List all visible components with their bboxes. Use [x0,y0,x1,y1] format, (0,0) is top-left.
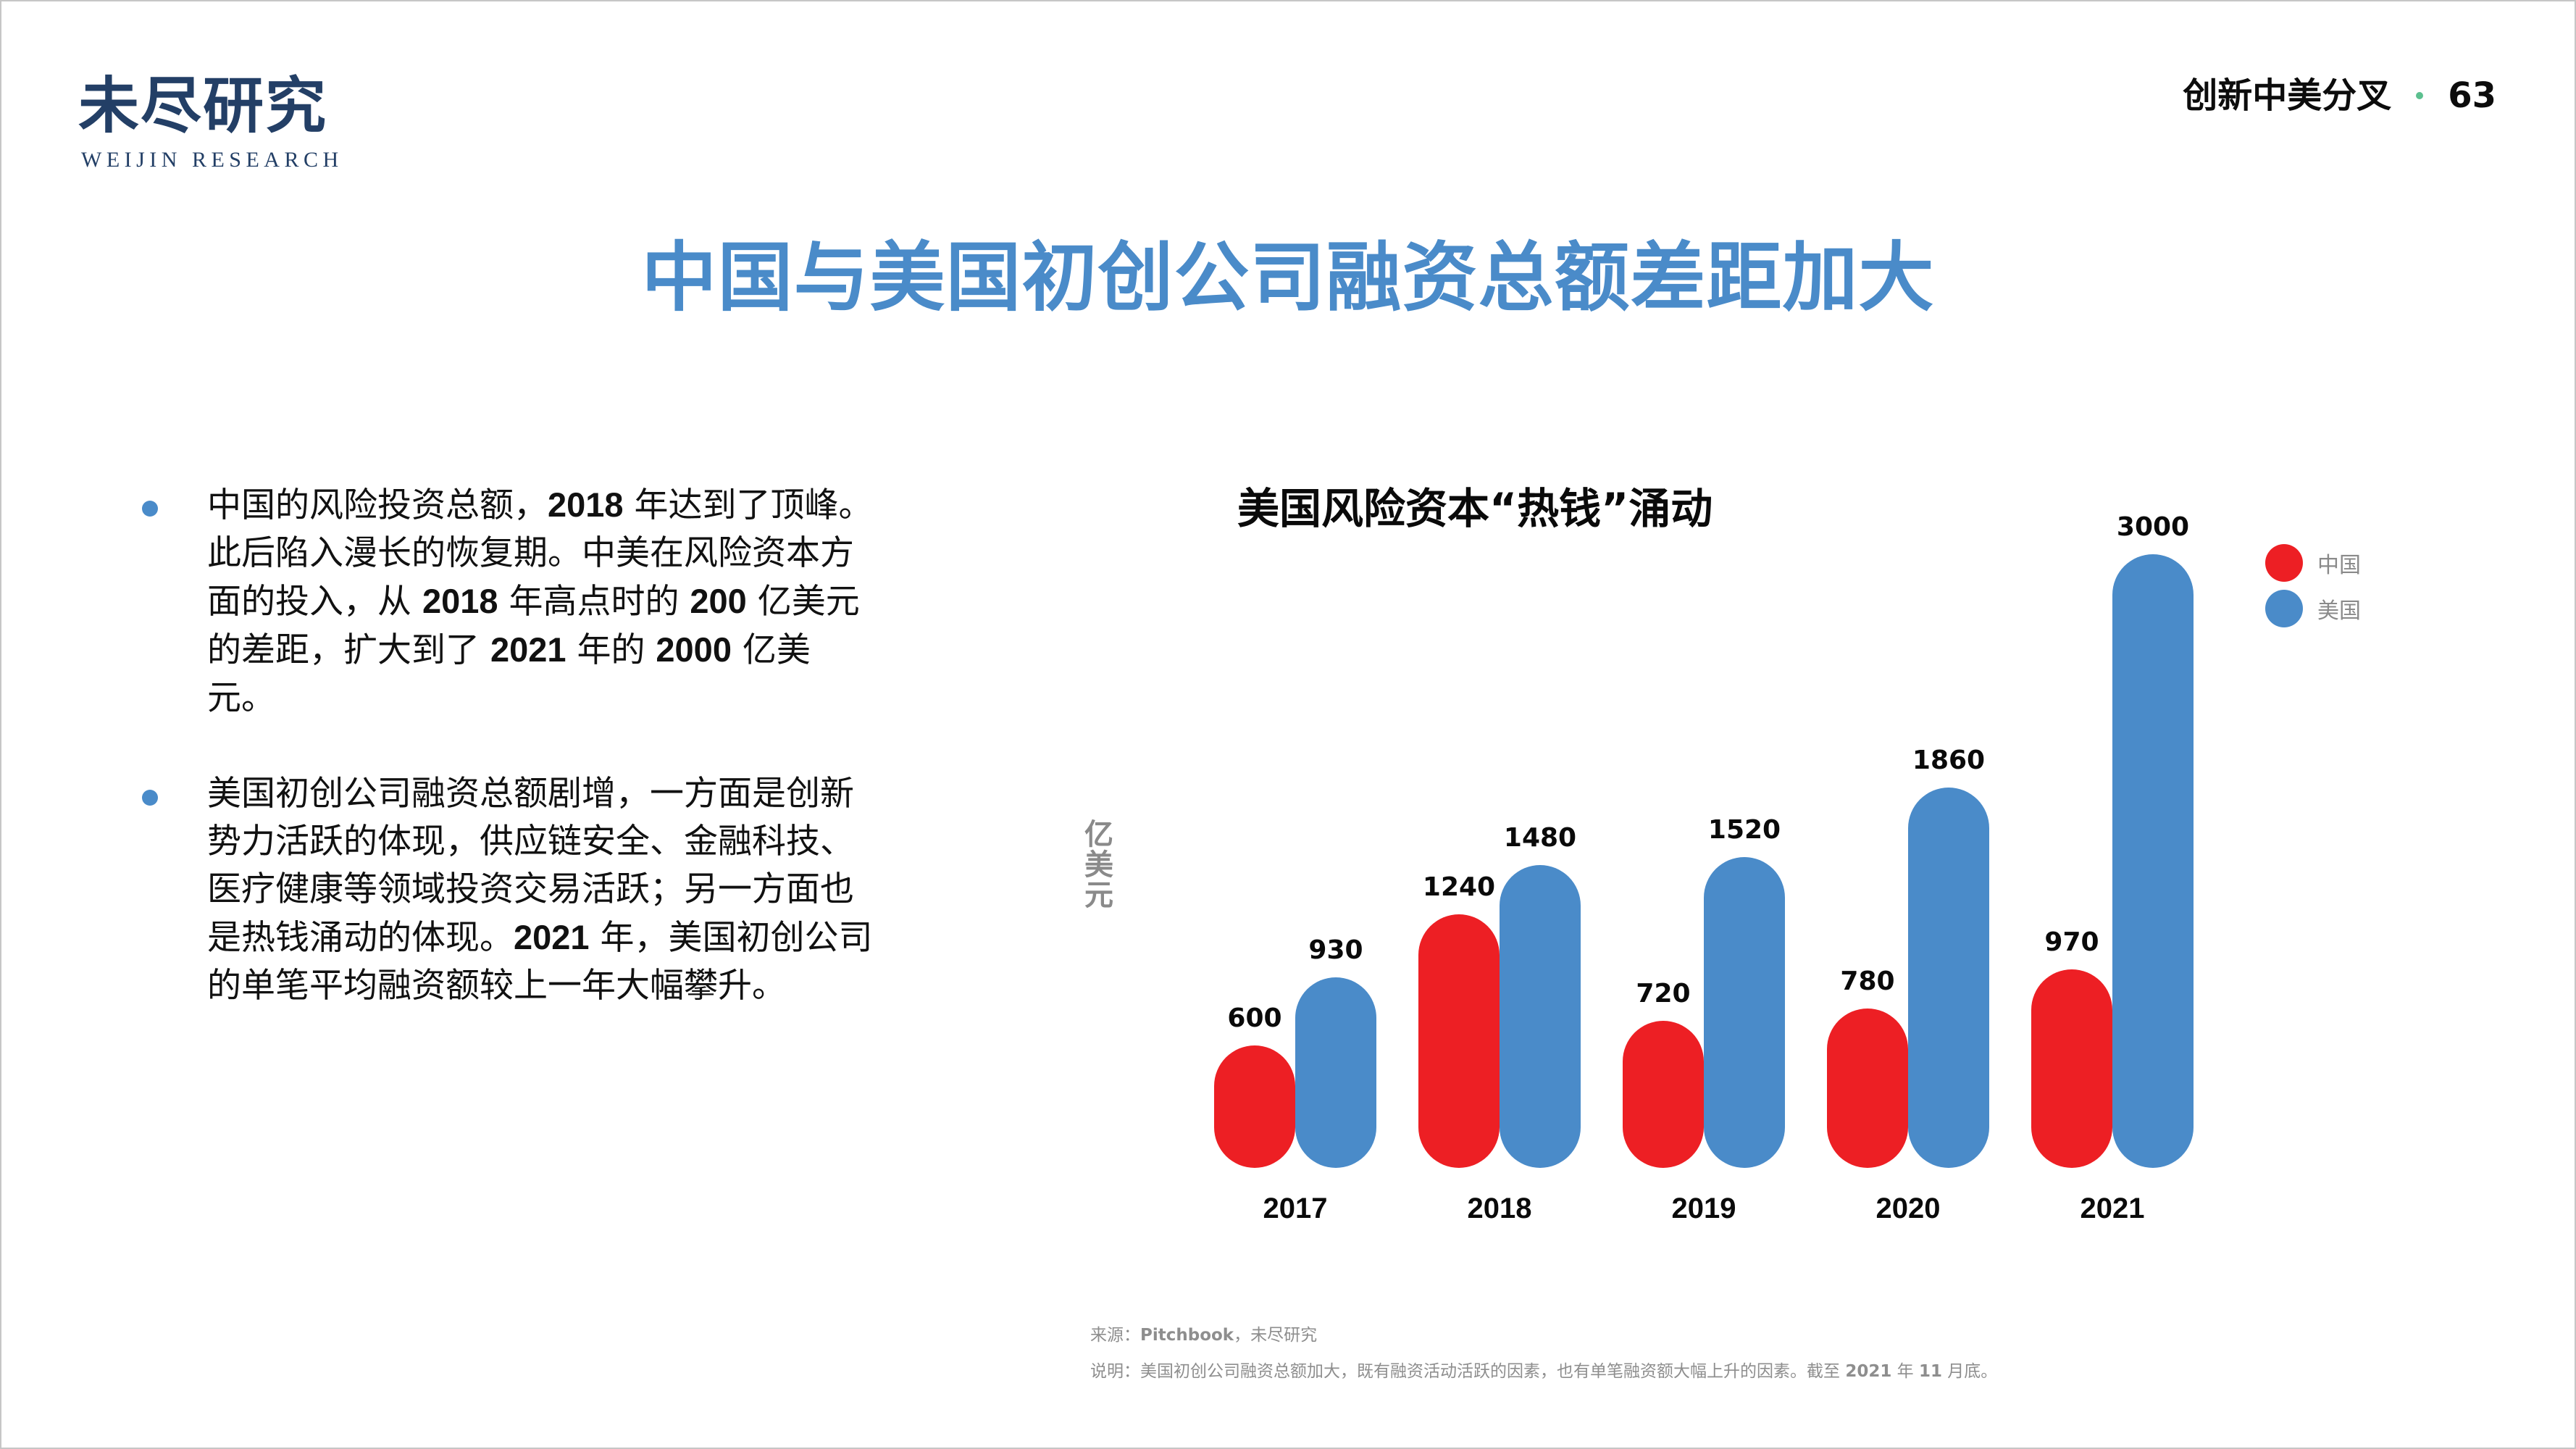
bullet-dot-icon [142,790,158,806]
legend-swatch-icon [2265,589,2303,627]
chart-footnotes: 来源：Pitchbook，未尽研究 说明：美国初创公司融资总额加大，既有融资活动… [1090,1317,1997,1390]
legend-item-usa: 美国 [2265,585,2361,631]
bullet-text: 中国的风险投资总额，2018 年达到了顶峰。此后陷入漫长的恢复期。中美在风险资本… [207,485,873,718]
section-title: 创新中美分叉 [2183,75,2392,116]
section-header: 创新中美分叉 63 [2183,78,2496,113]
explanation-note: 说明：美国初创公司融资总额加大，既有融资活动活跃的因素，也有单笔融资额大幅上升的… [1090,1362,1998,1381]
bullet-text: 美国初创公司融资总额剧增，一方面是创新势力活跃的体现，供应链安全、金融科技、医疗… [207,774,873,1006]
separator-dot-icon [2416,92,2424,99]
legend-item-china: 中国 [2265,540,2361,585]
legend-label: 美国 [2317,598,2361,624]
source-note: 来源：Pitchbook，未尽研究 [1090,1326,1318,1345]
legend-label: 中国 [2317,552,2361,578]
brand-logo: 未尽研究 [78,70,328,141]
chart-legend: 中国 美国 [2265,540,2361,631]
bullet-item: 中国的风险投资总额，2018 年达到了顶峰。此后陷入漫长的恢复期。中美在风险资本… [142,481,874,722]
bullet-list: 中国的风险投资总额，2018 年达到了顶峰。此后陷入漫长的恢复期。中美在风险资本… [142,481,874,1058]
bullet-item: 美国初创公司融资总额剧增，一方面是创新势力活跃的体现，供应链安全、金融科技、医疗… [142,770,874,1010]
legend-swatch-icon [2265,543,2303,582]
page-title: 中国与美国初创公司融资总额差距加大 [641,233,1935,322]
y-axis-label: 亿美元 [1079,819,1113,910]
page-number: 63 [2448,75,2496,116]
chart-title: 美国风险资本“热钱”涌动 [1237,484,1713,533]
bullet-dot-icon [142,501,158,517]
brand-logo-subtitle: WEIJIN RESEARCH [81,148,343,172]
